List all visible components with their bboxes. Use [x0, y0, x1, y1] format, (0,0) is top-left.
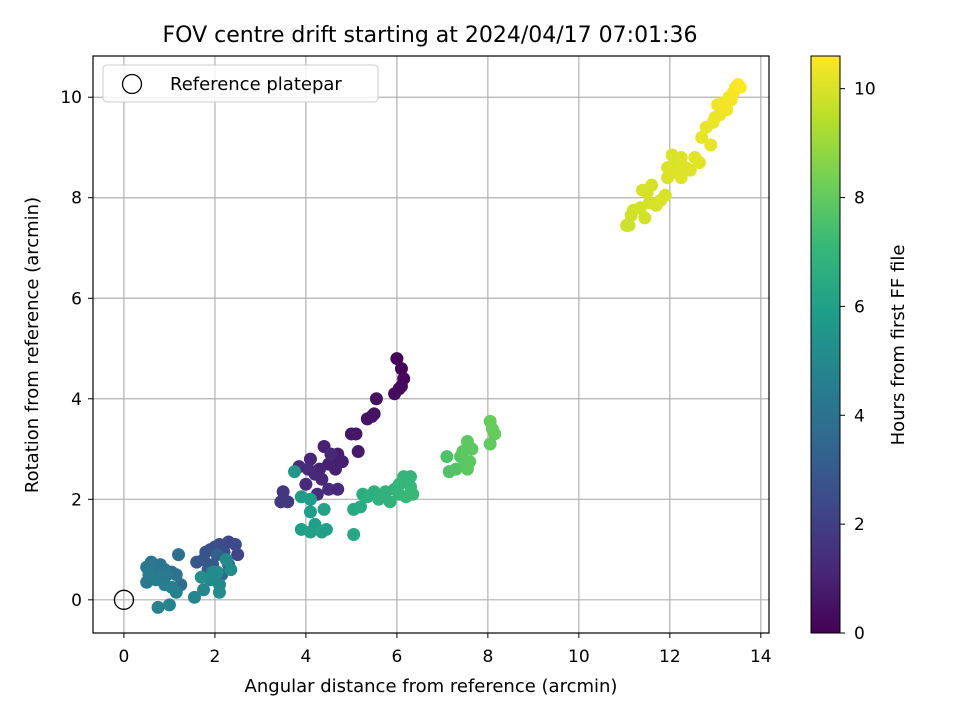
scatter-point [288, 465, 302, 479]
scatter-point [394, 379, 408, 393]
scatter-point [353, 500, 367, 514]
scatter-point [228, 538, 242, 552]
scatter-point [369, 392, 383, 406]
scatter-point [276, 485, 290, 499]
colorbar-axis: 0 2 4 6 8 10 [840, 80, 876, 644]
scatter-point [404, 470, 418, 484]
legend: Reference platepar [102, 64, 379, 103]
scatter-point [488, 427, 502, 441]
scatter-point [194, 570, 208, 584]
scatter-point [224, 563, 238, 577]
scatter-point [674, 171, 688, 185]
colorbar-tick-label: 6 [854, 297, 865, 317]
scatter-point [392, 477, 406, 491]
grid [93, 56, 769, 633]
scatter-point [172, 548, 186, 562]
scatter-point [390, 352, 404, 366]
colorbar [810, 55, 841, 634]
scatter-point [335, 455, 349, 469]
scatter-point [206, 565, 220, 579]
x-axis: 0 2 4 6 8 10 12 14 [119, 633, 772, 667]
scatter-point [399, 490, 413, 504]
scatter-points [140, 78, 747, 614]
x-tick-label: 0 [119, 647, 130, 667]
scatter-point [142, 568, 156, 582]
chart-title: FOV centre drift starting at 2024/04/17 … [163, 23, 698, 48]
plot-frame [92, 55, 770, 634]
scatter-point [301, 462, 315, 476]
scatter-point [376, 490, 390, 504]
reference-point-marker [113, 589, 135, 610]
scatter-point [483, 437, 497, 451]
legend-box [102, 64, 379, 103]
y-tick-label: 6 [71, 289, 82, 309]
colorbar-tick-label: 0 [854, 624, 865, 644]
scatter-point [281, 495, 295, 509]
scatter-point [160, 568, 174, 582]
scatter-point [322, 482, 336, 496]
scatter-point [190, 555, 204, 569]
scatter-point [733, 80, 747, 94]
scatter-point [169, 585, 183, 599]
scatter-point [212, 585, 226, 599]
scatter-point [683, 163, 697, 177]
scatter-point [219, 553, 233, 567]
x-tick-label: 4 [300, 647, 311, 667]
x-tick-label: 12 [659, 647, 681, 667]
scatter-point [351, 445, 365, 459]
y-tick-label: 0 [71, 591, 82, 611]
x-tick-label: 2 [210, 647, 221, 667]
scatter-point [456, 445, 470, 459]
scatter-point [658, 188, 672, 202]
scatter-point [360, 490, 374, 504]
colorbar-tick-label: 10 [854, 80, 876, 100]
colorbar-tick-label: 2 [854, 515, 865, 535]
scatter-point [704, 138, 718, 152]
y-axis-label: Rotation from reference (arcmin) [22, 197, 43, 493]
scatter-point [665, 148, 679, 162]
x-tick-label: 8 [482, 647, 493, 667]
x-tick-label: 6 [391, 647, 402, 667]
scatter-point [197, 583, 211, 597]
scatter-point [151, 600, 165, 614]
x-tick-label: 10 [568, 647, 590, 667]
scatter-point [460, 462, 474, 476]
scatter-point [440, 450, 454, 464]
scatter-point [331, 482, 345, 496]
scatter-point [169, 568, 183, 582]
scatter-point [645, 178, 659, 192]
scatter-point [187, 590, 201, 604]
scatter-point [365, 409, 379, 423]
x-tick-label: 14 [750, 647, 772, 667]
scatter-point [231, 548, 245, 562]
y-tick-label: 10 [60, 88, 82, 108]
colorbar-tick-label: 4 [854, 406, 865, 426]
scatter-point [303, 505, 317, 519]
colorbar-tick-label: 8 [854, 189, 865, 209]
colorbar-label: Hours from first FF file [888, 245, 909, 446]
scatter-point [324, 447, 338, 461]
scatter-point [720, 103, 734, 117]
scatter-point [303, 452, 317, 466]
y-tick-label: 4 [71, 390, 82, 410]
scatter-point [344, 427, 358, 441]
scatter-point [692, 156, 706, 170]
scatter-point [162, 598, 176, 612]
scatter-point [638, 211, 652, 225]
scatter-point [347, 527, 361, 541]
scatter-point [695, 130, 709, 144]
scatter-point [303, 492, 317, 506]
y-axis: 0 2 4 6 8 10 [60, 88, 93, 611]
y-tick-label: 2 [71, 490, 82, 510]
scatter-point [622, 218, 636, 232]
scatter-point [319, 522, 333, 536]
y-tick-label: 8 [71, 189, 82, 209]
x-axis-label: Angular distance from reference (arcmin) [245, 676, 618, 697]
scatter-point [317, 502, 331, 516]
scatter-point [394, 362, 408, 376]
scatter-point [299, 477, 313, 491]
legend-label: Reference platepar [170, 74, 342, 95]
legend-marker [121, 73, 143, 95]
